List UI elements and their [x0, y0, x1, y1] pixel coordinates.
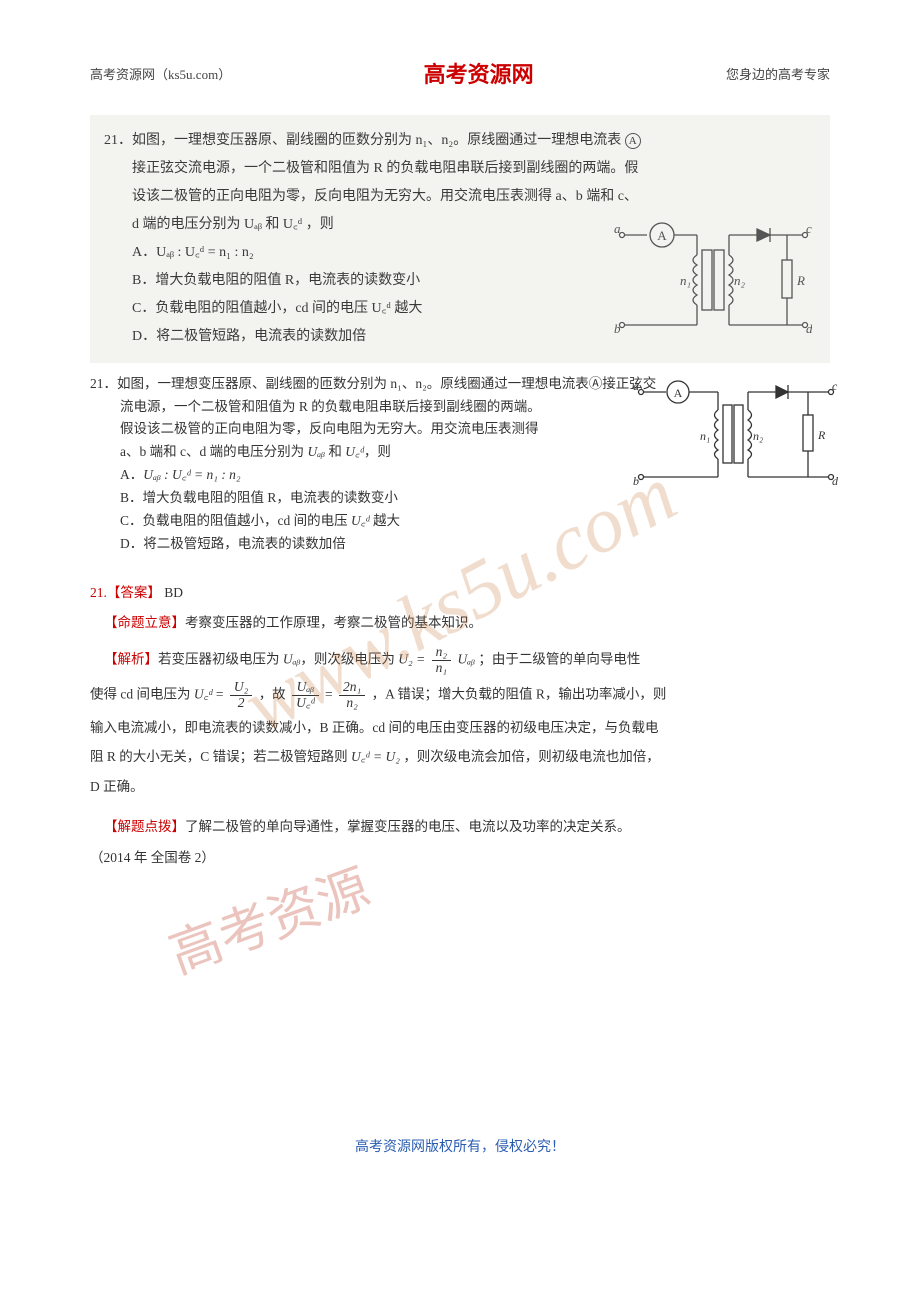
label-n1-t: n₁	[700, 429, 710, 443]
circuit-diagram-typed: A	[633, 377, 838, 497]
intent-text: 考察变压器的工作原理，考察二极管的基本知识。	[185, 615, 482, 630]
analysis-p2-b: ，故	[259, 687, 289, 702]
typed-opt-c: C．负载电阻的阻值越小，cd 间的电压 U꜀ᵈ 越大	[120, 510, 830, 533]
ucd-eq-u2: U꜀ᵈ = U₂	[351, 749, 400, 764]
frac-uab-ucd: Uₐᵦ U꜀ᵈ	[292, 680, 319, 711]
analysis-p2-a: 使得 cd 间电压为	[90, 687, 194, 702]
typed-and: 和	[325, 444, 345, 459]
label-r: R	[796, 273, 805, 288]
terminal-b-t: b	[633, 474, 639, 488]
answer-line: 21.【答案】 BD	[90, 580, 830, 606]
frac-u2-2: U₂ 2	[230, 680, 252, 711]
analysis-line-4: 阻 R 的大小无关，C 错误；若二极管短路则 U꜀ᵈ = U₂ ，则次级电流会加…	[90, 744, 830, 770]
frac-den-2: 2	[230, 696, 252, 711]
page-header: 高考资源网（ks5u.com） 高考资源网 您身边的高考专家	[90, 40, 830, 105]
typed-opt-c-ucd: U꜀ᵈ	[351, 513, 370, 528]
tip-label: 【解题点拨】	[104, 819, 185, 834]
analysis-p1-b: ，则次级电压为	[300, 652, 398, 667]
frac-num-2n1: 2n₁	[339, 680, 365, 696]
answer-block: 21.【答案】 BD 【命题立意】考察变压器的工作原理，考察二极管的基本知识。 …	[90, 580, 830, 871]
label-r-t: R	[817, 428, 826, 442]
typed-uab: Uₐᵦ	[307, 444, 325, 459]
frac-den-n2: n₂	[339, 696, 365, 711]
typed-stem-3-post: ，则	[364, 444, 391, 459]
source-line: （2014 年 全国卷 2）	[90, 845, 830, 871]
frac-den-ucd: U꜀ᵈ	[292, 696, 319, 711]
analysis-line-1: 【解析】若变压器初级电压为 Uₐᵦ，则次级电压为 U₂ = n₂ n₁ Uₐᵦ …	[104, 645, 830, 676]
typed-qnum: 21．	[90, 376, 117, 391]
frac-den-n1: n₁	[432, 661, 451, 676]
ammeter-label: A	[657, 228, 667, 243]
label-n2-t: n₂	[753, 429, 763, 443]
intent-line: 【命题立意】考察变压器的工作原理，考察二极管的基本知识。	[104, 610, 830, 636]
scan-line-1: 21．如图，一理想变压器原、副线圈的匝数分别为 n₁、n₂。原线圈通过一理想电流…	[104, 127, 816, 155]
analysis-p4-b: ，则次级电流会加倍，则初级电流也加倍，	[403, 749, 660, 764]
uab-after-frac: Uₐᵦ	[457, 652, 475, 667]
scan-stem-2: 接正弦交流电源，一个二极管和阻值为 R 的负载电阻串联后接到副线圈的两端。假	[132, 155, 816, 183]
scan-qnum: 21．	[104, 133, 132, 148]
label-n2: n₂	[734, 273, 746, 288]
typed-ucd: U꜀ᵈ	[345, 444, 364, 459]
typed-opt-c-post: 越大	[370, 513, 400, 528]
typed-stem-3-pre: a、b 端和 c、d 端的电压分别为	[120, 444, 307, 459]
analysis-p1-a: 若变压器初级电压为	[158, 652, 283, 667]
scan-stem-1: 如图，一理想变压器原、副线圈的匝数分别为 n₁、n₂。原线圈通过一理想电流表	[132, 133, 621, 148]
terminal-a: a	[614, 221, 621, 236]
frac-n2-n1: n₂ n₁	[432, 645, 451, 676]
terminal-c-t: c	[832, 379, 838, 393]
circuit-diagram-scan: A	[612, 215, 812, 345]
typed-opt-a-body: Uₐᵦ : U꜀ᵈ = n₁ : n₂	[143, 467, 240, 482]
analysis-line-3: 输入电流减小，即电流表的读数减小，B 正确。cd 间的电压由变压器的初级电压决定…	[90, 715, 830, 741]
frac-num-u2: U₂	[230, 680, 252, 696]
analysis-line-2: 使得 cd 间电压为 U꜀ᵈ = U₂ 2 ，故 Uₐᵦ U꜀ᵈ = 2n₁ n…	[90, 680, 830, 711]
intent-label: 【命题立意】	[104, 615, 185, 630]
uab-inline: Uₐᵦ	[283, 652, 301, 667]
terminal-c: c	[806, 221, 812, 236]
header-logo-wrap: 高考资源网	[424, 55, 534, 95]
eq-u2: U₂ =	[398, 652, 428, 667]
ucd-inline: U꜀ᵈ	[194, 687, 213, 702]
analysis-label: 【解析】	[104, 652, 158, 667]
frac-2n1-n2: 2n₁ n₂	[339, 680, 365, 711]
terminal-d-t: d	[832, 474, 838, 488]
ammeter-label-typed: A	[674, 386, 683, 400]
header-logo: 高考资源网	[424, 62, 534, 87]
typed-question-block: 21．如图，一理想变压器原、副线圈的匝数分别为 n₁、n₂。原线圈通过一理想电流…	[90, 373, 830, 557]
typed-opt-c-pre: C．负载电阻的阻值越小，cd 间的电压	[120, 513, 351, 528]
analysis-line-5: D 正确。	[90, 774, 830, 800]
answer-label: 21.【答案】	[90, 585, 161, 600]
tip-text: 了解二极管的单向导通性，掌握变压器的电压、电流以及功率的决定关系。	[185, 819, 631, 834]
frac-num-uab: Uₐᵦ	[292, 680, 319, 696]
terminal-d: d	[806, 321, 812, 336]
tip-line: 【解题点拨】了解二极管的单向导通性，掌握变压器的电压、电流以及功率的决定关系。	[104, 814, 830, 840]
analysis-p4-a: 阻 R 的大小无关，C 错误；若二极管短路则	[90, 749, 351, 764]
ammeter-symbol-inline: A	[625, 133, 641, 149]
typed-stem-1: 如图，一理想变压器原、副线圈的匝数分别为 n₁、n₂。原线圈通过一理想电流表Ⓐ接…	[117, 376, 656, 391]
scanned-question-block: 21．如图，一理想变压器原、副线圈的匝数分别为 n₁、n₂。原线圈通过一理想电流…	[90, 115, 830, 363]
frac-num-n2: n₂	[432, 645, 451, 661]
analysis-p2-c: ，A 错误；增大负载的阻值 R，输出功率减小，则	[372, 687, 667, 702]
scan-stem-3: 设该二极管的正向电阻为零，反向电阻为无穷大。用交流电压表测得 a、b 端和 c、	[132, 183, 816, 211]
analysis-p1-c: ；由于二级管的单向导电性	[478, 652, 640, 667]
answer-value: BD	[161, 585, 183, 600]
typed-opt-a-pre: A．	[120, 467, 143, 482]
page-footer: 高考资源网版权所有，侵权必究！	[0, 1135, 920, 1160]
terminal-a-t: a	[633, 379, 639, 393]
terminal-b: b	[614, 321, 621, 336]
label-n1: n₁	[680, 273, 691, 288]
header-left: 高考资源网（ks5u.com）	[90, 63, 231, 86]
typed-opt-d: D．将二极管短路，电流表的读数加倍	[120, 533, 830, 556]
header-right: 您身边的高考专家	[726, 63, 830, 86]
